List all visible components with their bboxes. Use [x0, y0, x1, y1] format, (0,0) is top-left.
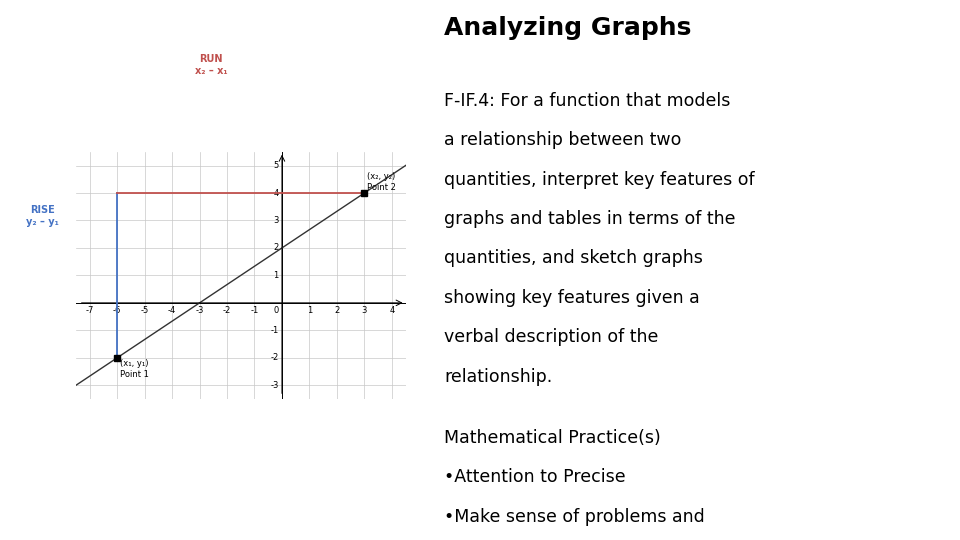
- Text: Mathematical Practice(s): Mathematical Practice(s): [444, 429, 660, 447]
- Text: showing key features given a: showing key features given a: [444, 289, 700, 307]
- Text: a relationship between two: a relationship between two: [444, 131, 682, 149]
- Text: quantities, and sketch graphs: quantities, and sketch graphs: [444, 249, 703, 267]
- Text: F-IF.4: For a function that models: F-IF.4: For a function that models: [444, 92, 731, 110]
- Text: •Attention to Precise: •Attention to Precise: [444, 468, 626, 486]
- Text: graphs and tables in terms of the: graphs and tables in terms of the: [444, 210, 735, 228]
- Text: relationship.: relationship.: [444, 368, 552, 386]
- Text: •Make sense of problems and: •Make sense of problems and: [444, 508, 705, 525]
- Text: Analyzing Graphs: Analyzing Graphs: [444, 16, 691, 40]
- Text: RUN
x₂ – x₁: RUN x₂ – x₁: [195, 54, 228, 76]
- Text: quantities, interpret key features of: quantities, interpret key features of: [444, 171, 755, 188]
- Text: verbal description of the: verbal description of the: [444, 328, 659, 346]
- Text: RISE
y₂ – y₁: RISE y₂ – y₁: [26, 205, 59, 227]
